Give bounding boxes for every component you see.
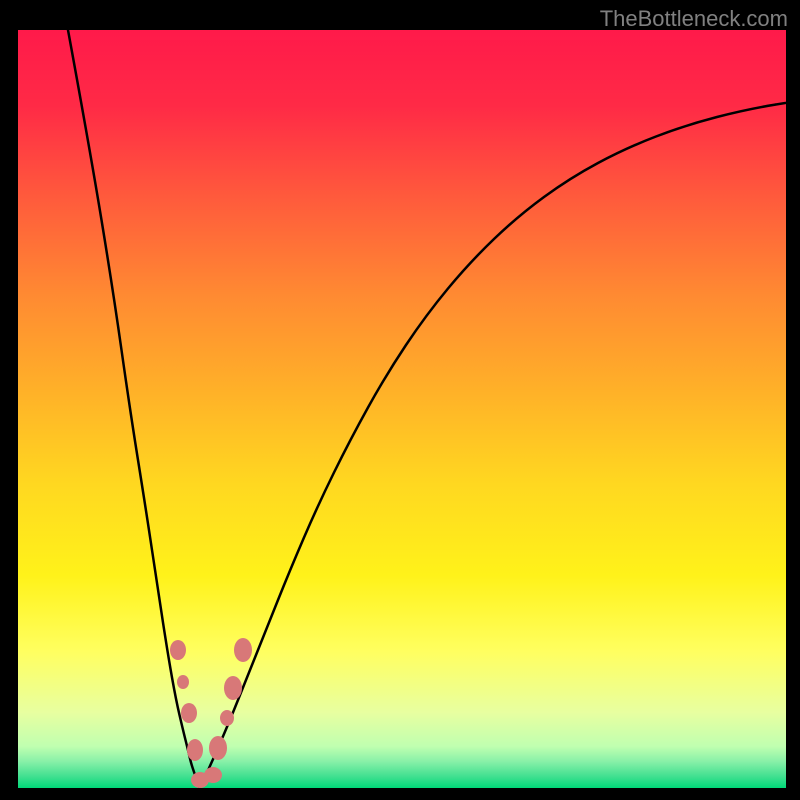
marker-dot xyxy=(220,710,234,726)
marker-dot xyxy=(209,736,227,760)
marker-dot xyxy=(224,676,242,700)
marker-dot xyxy=(234,638,252,662)
marker-dot xyxy=(181,703,197,723)
left-curve xyxy=(68,30,200,788)
watermark-text: TheBottleneck.com xyxy=(600,6,788,32)
curves-layer xyxy=(18,30,786,788)
right-curve xyxy=(200,100,787,788)
marker-dot xyxy=(170,640,186,660)
marker-dot xyxy=(177,675,189,689)
marker-dot xyxy=(187,739,203,761)
chart-root: TheBottleneck.com xyxy=(0,0,800,800)
plot-area xyxy=(18,30,786,788)
marker-dot xyxy=(204,767,222,783)
